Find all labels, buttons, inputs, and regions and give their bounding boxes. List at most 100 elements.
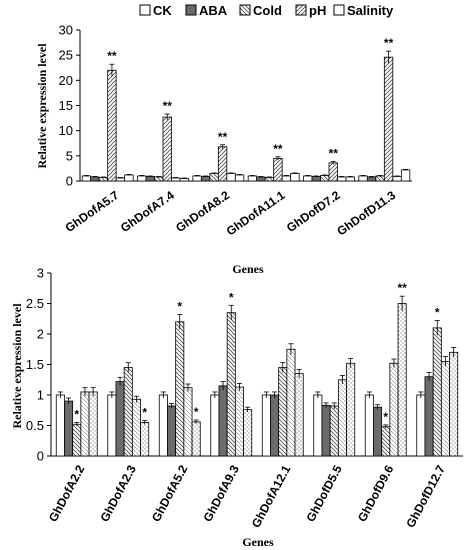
error-bar (258, 176, 264, 178)
bar (107, 394, 117, 457)
bar (226, 173, 236, 182)
bar (392, 176, 402, 182)
error-bar (375, 404, 381, 410)
error-bar (160, 391, 166, 399)
bar (154, 176, 164, 182)
error-bar (249, 175, 255, 177)
error-bar (236, 383, 242, 391)
error-bar (391, 358, 397, 368)
error-bar (347, 176, 353, 178)
error-bar (139, 175, 145, 177)
x-axis-label-bottom: Genes (242, 535, 274, 549)
bar (217, 146, 228, 182)
error-bar (263, 391, 269, 399)
error-bar (272, 391, 278, 399)
error-bar (220, 381, 226, 391)
bar (183, 387, 193, 457)
error-bar (348, 357, 354, 369)
error-bar (418, 391, 424, 399)
y-tick-label: 20 (59, 73, 73, 88)
y-tick-label: 0 (66, 174, 73, 189)
bar (210, 394, 220, 457)
x-tick-label: GhDofD11.3 (334, 188, 398, 239)
bars-bottom: * ******** (55, 281, 459, 457)
bar (55, 394, 65, 457)
error-bar (275, 156, 281, 160)
bar (432, 327, 442, 457)
y-axis-label-bottom: Relative expression level (10, 303, 24, 429)
bar (80, 391, 90, 457)
bar (320, 175, 330, 182)
error-bar (228, 304, 234, 320)
x-tick-label: GhDofA2.3 (97, 463, 139, 525)
y-axis-label-top: Relative expression level (35, 43, 49, 169)
bar (90, 176, 100, 182)
legend-item-ph: pH (295, 3, 326, 18)
y-tick-label: 2 (37, 327, 44, 342)
error-bar (339, 176, 345, 178)
bar (226, 312, 236, 457)
legend-label-cold: Cold (253, 3, 282, 18)
bar (131, 398, 141, 457)
bar (167, 405, 177, 457)
error-bar (109, 63, 115, 77)
bar (286, 348, 296, 457)
significance-marker: * (383, 410, 388, 424)
significance-marker: ** (163, 99, 173, 113)
bar (303, 175, 313, 182)
bar (123, 367, 133, 457)
error-bar (296, 368, 302, 378)
error-bar (57, 391, 63, 399)
error-bar (117, 376, 123, 386)
bar (200, 176, 211, 182)
legend: CK ABA Cold pH Salinity (139, 3, 394, 18)
significance-marker: * (194, 405, 199, 419)
error-bar (323, 402, 329, 408)
y-tick-label: 30 (59, 23, 73, 38)
bar (424, 376, 434, 457)
significance-marker: * (229, 290, 234, 304)
error-bar (117, 177, 123, 179)
significance-marker: ** (384, 36, 394, 50)
bar (243, 409, 253, 457)
error-bar (403, 169, 409, 171)
bar (281, 175, 292, 182)
error-bar (66, 397, 72, 405)
y-ticks-bottom: 0 0.5 1 1.5 2 2.5 3 (26, 266, 51, 464)
y-tick-label: 1.5 (26, 357, 44, 372)
error-bar (366, 391, 372, 399)
bar (234, 174, 245, 182)
x-tick-label: GhDofD12.7 (403, 463, 448, 530)
error-bar (147, 175, 153, 177)
bar (88, 391, 98, 457)
bar (366, 176, 377, 182)
error-bar (426, 372, 432, 381)
significance-marker: ** (397, 281, 407, 295)
error-bar (169, 403, 175, 409)
significance-marker: * (74, 407, 79, 421)
error-bar (133, 395, 139, 403)
error-bar (386, 50, 392, 64)
error-bar (212, 391, 218, 399)
error-bar (377, 175, 383, 177)
bar (358, 175, 368, 182)
bar (381, 426, 391, 457)
error-bar (360, 175, 366, 177)
error-bar (181, 177, 187, 179)
error-bar (292, 172, 298, 174)
bar (440, 361, 450, 457)
error-bar (142, 420, 148, 425)
significance-marker: ** (107, 49, 117, 63)
significance-marker: * (177, 299, 182, 313)
error-bar (177, 314, 183, 330)
error-bar (156, 176, 162, 178)
error-bar (331, 402, 337, 410)
bar (72, 423, 82, 457)
significance-marker: ** (218, 130, 228, 144)
error-bar (126, 174, 132, 176)
bar (389, 362, 399, 457)
y-tick-label: 1 (37, 388, 44, 403)
x-axis-label-top: Genes (232, 262, 264, 276)
significance-marker: * (435, 306, 440, 320)
error-bar (90, 387, 96, 397)
